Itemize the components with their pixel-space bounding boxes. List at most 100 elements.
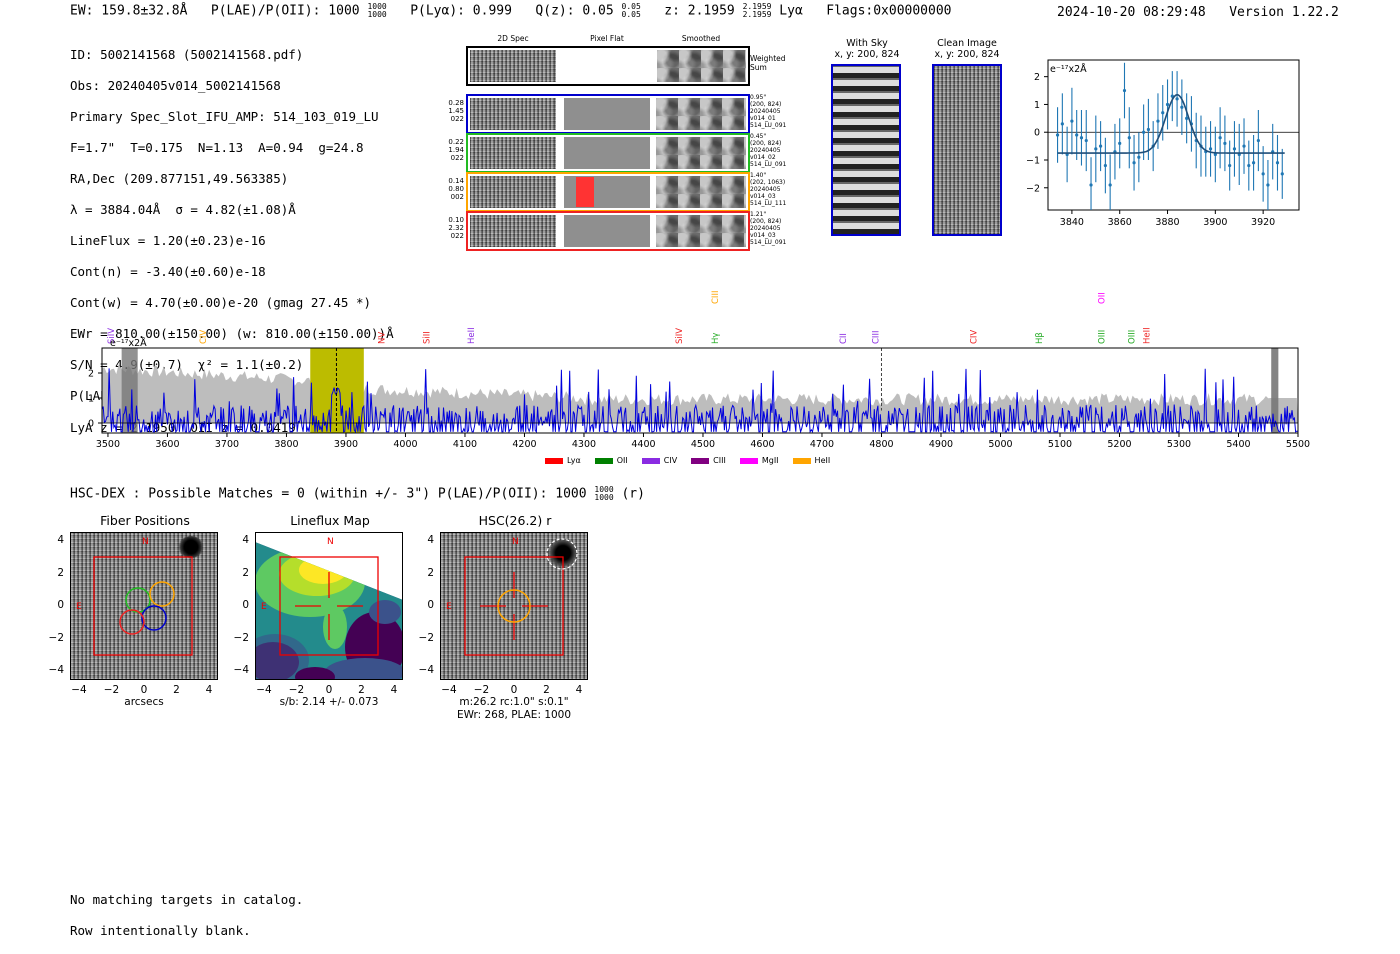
fiber-e-label: E: [76, 602, 82, 612]
lineflux-e-label: E: [261, 602, 267, 612]
zoom-frame: [1047, 59, 1300, 211]
panel-ytick-label: −4: [48, 664, 64, 676]
spectrum-xtick-label: 4100: [453, 439, 477, 450]
panel-xtick-label: −4: [71, 684, 87, 696]
panel-ytick-label: 0: [57, 599, 64, 611]
spectral-line-label: CIV: [970, 330, 980, 344]
zoom-xtick-label: 3900: [1203, 217, 1227, 228]
info-ewr: EWr = 810.00(±150.00) (w: 810.00(±150.00…: [70, 325, 394, 341]
hsc-xlabel-2: EWr: 268, PLAE: 1000: [456, 709, 572, 721]
spectral-line-label: CIII: [872, 331, 882, 344]
cutout-row-left-label: 0.28 1.45 022: [448, 99, 464, 123]
spectrum-xtick-label: 4200: [512, 439, 536, 450]
zoom-xtick-label: 3840: [1060, 217, 1084, 228]
masked-region-right: [1271, 348, 1279, 433]
cutout-2d: [470, 98, 556, 130]
panel-xtick-label: −4: [256, 684, 272, 696]
spectrum-xtick-label: 5500: [1286, 439, 1310, 450]
spectrum-xtick-label: 4000: [393, 439, 417, 450]
footer-line-1: No matching targets in catalog.: [70, 891, 304, 907]
catalog-footer: No matching targets in catalog. Row inte…: [70, 876, 303, 954]
zoom-point: [1185, 116, 1189, 120]
info-fwhm: F=1.7" T=0.175 N=1.13 A=0.94 g=24.8: [70, 139, 364, 155]
spectrum-xtick-label: 5000: [988, 439, 1012, 450]
spectrum-xtick-label: 4900: [929, 439, 953, 450]
legend-item: OII: [594, 456, 628, 465]
panel-ytick-label: −4: [418, 664, 434, 676]
cutout-flat: [564, 215, 650, 247]
zoom-ytick-label: 1: [1034, 100, 1040, 111]
fiber-n-label: N: [142, 537, 149, 547]
clean-image-title: Clean Image: [937, 38, 997, 49]
legend-swatch: [739, 457, 758, 464]
zoom-point: [1161, 111, 1165, 115]
legend-item: HeII: [792, 456, 830, 465]
cutout-row: [466, 172, 750, 212]
zoom-point: [1165, 102, 1170, 107]
zoom-point: [1175, 97, 1179, 101]
fiber-positions-title: Fiber Positions: [100, 513, 190, 528]
flags-value: Flags:0x00000000: [826, 3, 952, 19]
spectrum-xtick-label: 3500: [96, 439, 120, 450]
lineflux-map-panel: N E: [255, 532, 403, 680]
zoom-point: [1075, 133, 1079, 137]
zoom-point: [1118, 141, 1122, 145]
spectral-line-label: CIII: [711, 291, 721, 304]
spectral-line-label: CIV: [199, 330, 209, 344]
cutout-row: [466, 133, 750, 173]
panel-ytick-label: −2: [233, 631, 249, 644]
fiber-positions-panel: N E: [70, 532, 218, 680]
legend-swatch: [545, 457, 563, 464]
full-spectrum-legend: Lyα OII CIV CIII MgII HeII: [545, 448, 844, 467]
zoom-xtick-label: 3920: [1251, 217, 1275, 228]
panel-ytick-label: 0: [242, 599, 249, 611]
panel-ytick-label: 4: [242, 534, 249, 546]
panel-xtick-label: 4: [205, 684, 213, 696]
cutout-smoothed: [656, 137, 746, 169]
cutout-row-left-label: 0.14 0.80 002: [448, 177, 464, 201]
spectrum-ytick-label: 2: [88, 369, 94, 380]
fiber-red: [119, 609, 145, 635]
masked-region-left: [121, 348, 138, 433]
footer-line-2: Row intentionally blank.: [70, 922, 251, 938]
col-pixel-flat: Pixel Flat: [590, 34, 624, 43]
panel-xtick-label: 2: [543, 684, 550, 696]
ew-value: EW: 159.8±32.8Å: [70, 3, 188, 19]
cutout-row: [466, 94, 750, 134]
spectrum-ytick-label: 0: [88, 419, 94, 430]
zoom-point: [1070, 119, 1074, 123]
spectral-line-label: OII: [1098, 292, 1108, 304]
spectrum-xtick-label: 4300: [572, 439, 596, 450]
zoom-point: [1084, 138, 1088, 143]
panel-xtick-label: −2: [473, 684, 490, 696]
plae-fraction: 1000 1000: [367, 2, 387, 19]
panel-ytick-label: 4: [427, 534, 434, 546]
zoom-point: [1242, 144, 1246, 148]
plae-value: P(LAE)/P(OII): 1000: [210, 3, 360, 19]
spectral-line-label: SiII: [422, 331, 432, 344]
zoom-point: [1228, 163, 1232, 168]
hsc-dex-text: HSC-DEX : Possible Matches = 0 (within +…: [70, 486, 587, 502]
panel-ytick-label: −4: [233, 664, 249, 676]
info-radec: RA,Dec (209.877151,49.563385): [70, 170, 289, 186]
spectral-line-label: OIII: [1098, 330, 1108, 344]
panel-xtick-label: 4: [575, 684, 583, 696]
zoom-unit-label: e⁻¹⁷x2Å: [1050, 63, 1087, 75]
panel-frame: [255, 532, 403, 680]
cutout-row-right-label: 1.21" (200, 824) 20240405 v014_03 514_LU…: [750, 211, 787, 246]
legend-swatch: [691, 457, 710, 464]
weighted-sum-label: Weighted Sum: [750, 54, 786, 72]
zoom-point: [1108, 183, 1112, 187]
spectral-line-label: HeII: [467, 327, 477, 344]
legend-swatch: [594, 457, 613, 464]
lineflux-xlabel: s/b: 2.14 +/- 0.073: [279, 696, 379, 708]
zoom-point: [1275, 161, 1280, 165]
full-spectrum-chart: SiIV CIV NV SiII HeII SiIV CIII Hγ CII CIII CIV Hβ O…: [88, 291, 1310, 450]
spectral-line-label: HeII: [1142, 327, 1152, 344]
panel-xtick-label: −2: [103, 684, 120, 696]
clean-image: [932, 64, 1002, 236]
zoom-spectrum-chart: e⁻¹⁷x2Å 2 1 0 −1 −2 3840 3860 3880 3900 3920: [1026, 59, 1300, 228]
spectrum-xtick-label: 4600: [750, 439, 774, 450]
lineflux-box: [279, 556, 379, 656]
panel-xtick-label: 0: [510, 684, 518, 696]
